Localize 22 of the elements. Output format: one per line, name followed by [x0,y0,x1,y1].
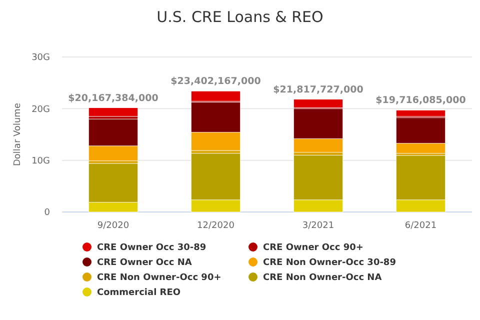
y-tick-label: 10G [32,156,50,166]
x-tick-label: 3/2021 [302,221,334,231]
x-tick-label: 6/2021 [404,221,437,231]
x-tick-label: 9/2020 [97,221,130,231]
total-label: $23,402,167,000 [170,76,262,88]
legend-label: CRE Non Owner-Occ 90+ [97,273,222,284]
legend-label: CRE Non Owner-Occ 30-89 [263,258,396,268]
chart-title: U.S. CRE Loans & REO [156,8,324,26]
y-axis-title: Dollar Volume [13,102,23,166]
total-label: $20,167,384,000 [68,92,159,104]
y-tick-label: 30G [32,53,50,64]
y-tick-label: 0 [44,208,50,218]
bar [88,108,138,117]
legend-label: CRE Owner Occ NA [97,258,192,268]
legend-label: CRE Non Owner-Occ NA [263,273,382,284]
y-tick-label: 20G [32,104,50,115]
x-tick-label: 12/2020 [197,221,235,231]
legend-label: Commercial REO [97,288,181,298]
total-label: $19,716,085,000 [376,95,466,106]
legend-label: CRE Owner Occ 90+ [263,243,364,254]
legend-label: CRE Owner Occ 30-89 [97,243,206,254]
total-label: $21,817,727,000 [273,84,364,96]
